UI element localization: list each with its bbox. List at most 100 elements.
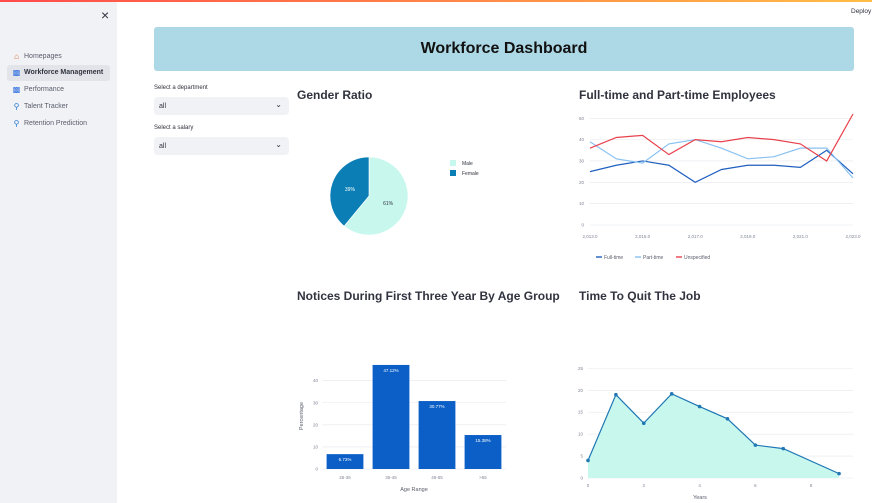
data-point	[725, 417, 730, 421]
y-tick-label: 50	[579, 116, 585, 121]
y-tick-label: 40	[579, 137, 585, 142]
x-tick-label: 2,021.0	[793, 234, 809, 239]
x-tick-label: 2,013.0	[582, 234, 598, 239]
y-tick-label: 10	[578, 432, 584, 437]
chevron-down-icon: ⌄	[275, 140, 282, 149]
notices-title: Notices During First Three Year By Age G…	[297, 289, 560, 303]
legend-swatch	[450, 170, 456, 176]
data-point	[837, 471, 841, 476]
x-tick-label: 6	[754, 483, 757, 488]
series-line	[589, 138, 854, 179]
bar	[372, 364, 410, 469]
legend-label: Full-time	[604, 255, 623, 261]
close-sidebar-button[interactable]: ×	[101, 7, 109, 23]
page-header-banner: Workforce Dashboard	[154, 27, 854, 71]
y-tick-label: 5	[580, 454, 583, 459]
sidebar-item-label: Homepages	[24, 52, 62, 60]
data-point	[614, 392, 618, 397]
bar-chart-icon: ▩	[12, 85, 21, 95]
x-tick-label: 2,023.0	[845, 234, 861, 239]
bar-value-label: 47.12%	[383, 368, 398, 373]
y-tick-label: 40	[313, 378, 319, 383]
bar-value-label: 30.77%	[429, 404, 444, 409]
area-fill	[588, 393, 840, 478]
data-point	[781, 446, 786, 451]
x-tick-label: 2,017.0	[688, 234, 704, 239]
data-point	[697, 404, 702, 409]
y-tick-label: 30	[313, 400, 319, 405]
data-point	[753, 443, 758, 447]
y-axis-title: Percentage	[299, 402, 305, 430]
sidebar-item-talent-tracker[interactable]: ⚲ Talent Tracker	[7, 98, 110, 114]
sidebar-item-label: Performance	[24, 86, 65, 94]
legend-label: Female	[462, 171, 479, 177]
x-tick-label: >55	[479, 475, 487, 480]
x-tick-label: 4	[698, 483, 701, 488]
bar	[464, 435, 502, 469]
department-label: Select a department	[154, 85, 208, 91]
sidebar-item-retention-prediction[interactable]: ⚲ Retention Prediction	[7, 115, 110, 131]
bar-value-label: 6.73%	[339, 457, 352, 462]
salary-select[interactable]: all ⌄	[154, 137, 289, 155]
y-tick-label: 10	[579, 201, 585, 206]
deploy-button[interactable]: Deploy	[851, 8, 872, 15]
sidebar-item-label: Talent Tracker	[24, 102, 68, 110]
sidebar-item-performance[interactable]: ▩ Performance	[7, 82, 110, 98]
quit-title: Time To Quit The Job	[579, 289, 701, 303]
legend-label: Unspecified	[684, 255, 710, 261]
bar	[418, 401, 456, 469]
sidebar: × ⌂ Homepages ▩ Workforce Management ▩ P…	[0, 2, 117, 503]
legend-label: Part-time	[643, 255, 664, 261]
x-tick-label: 0	[587, 483, 590, 488]
x-tick-label: 35-45	[385, 475, 397, 480]
bar	[326, 454, 364, 469]
y-tick-label: 30	[579, 158, 585, 163]
y-tick-label: 0	[580, 476, 583, 481]
department-select-value: all	[159, 102, 167, 110]
magnifier-icon: ⚲	[13, 101, 20, 111]
sidebar-item-homepages[interactable]: ⌂ Homepages	[7, 48, 110, 64]
x-tick-label: 26-35	[339, 475, 351, 480]
department-select[interactable]: all ⌄	[154, 97, 289, 115]
y-tick-label: 10	[313, 444, 319, 449]
sidebar-item-label: Retention Prediction	[24, 119, 88, 127]
y-tick-label: 0	[315, 467, 318, 472]
pie-value-label: 39%	[345, 187, 356, 193]
data-point	[669, 392, 674, 396]
sidebar-item-label: Workforce Management	[24, 69, 104, 77]
x-tick-label: 2,015.0	[635, 234, 651, 239]
salary-select-value: all	[159, 142, 167, 150]
y-tick-label: 0	[581, 223, 584, 228]
x-tick-label: 2	[643, 483, 646, 488]
sidebar-item-workforce-management[interactable]: ▩ Workforce Management	[7, 64, 110, 81]
sidebar-nav: ⌂ Homepages ▩ Workforce Management ▩ Per…	[7, 48, 110, 132]
magnifier-icon: ⚲	[13, 118, 20, 128]
legend-swatch	[450, 160, 456, 166]
x-axis-title: Years	[693, 495, 707, 501]
data-point	[641, 421, 646, 425]
y-tick-label: 20	[313, 422, 319, 427]
x-tick-label: 2,019.0	[740, 234, 756, 239]
x-axis-title: Age Range	[400, 487, 428, 493]
bar-value-label: 15.38%	[475, 438, 490, 443]
bar-chart-icon: ▩	[12, 68, 21, 78]
top-accent-bar	[0, 0, 872, 2]
gender-ratio-title: Gender Ratio	[297, 88, 373, 102]
house-icon: ⌂	[14, 51, 19, 61]
y-tick-label: 20	[578, 388, 584, 393]
pie-value-label: 61%	[383, 201, 394, 207]
series-line	[589, 113, 854, 162]
employment-title: Full-time and Part-time Employees	[579, 88, 776, 102]
y-tick-label: 15	[578, 410, 584, 415]
x-tick-label: 8	[810, 483, 813, 488]
data-point	[586, 458, 590, 463]
y-tick-label: 25	[578, 366, 584, 371]
y-tick-label: 20	[579, 180, 585, 185]
pie-slice	[329, 156, 370, 227]
x-tick-label: 45-55	[431, 475, 443, 480]
close-icon[interactable]: ×	[101, 7, 110, 23]
salary-label: Select a salary	[154, 125, 194, 131]
series-line	[589, 149, 854, 183]
pie-slice	[343, 156, 409, 236]
